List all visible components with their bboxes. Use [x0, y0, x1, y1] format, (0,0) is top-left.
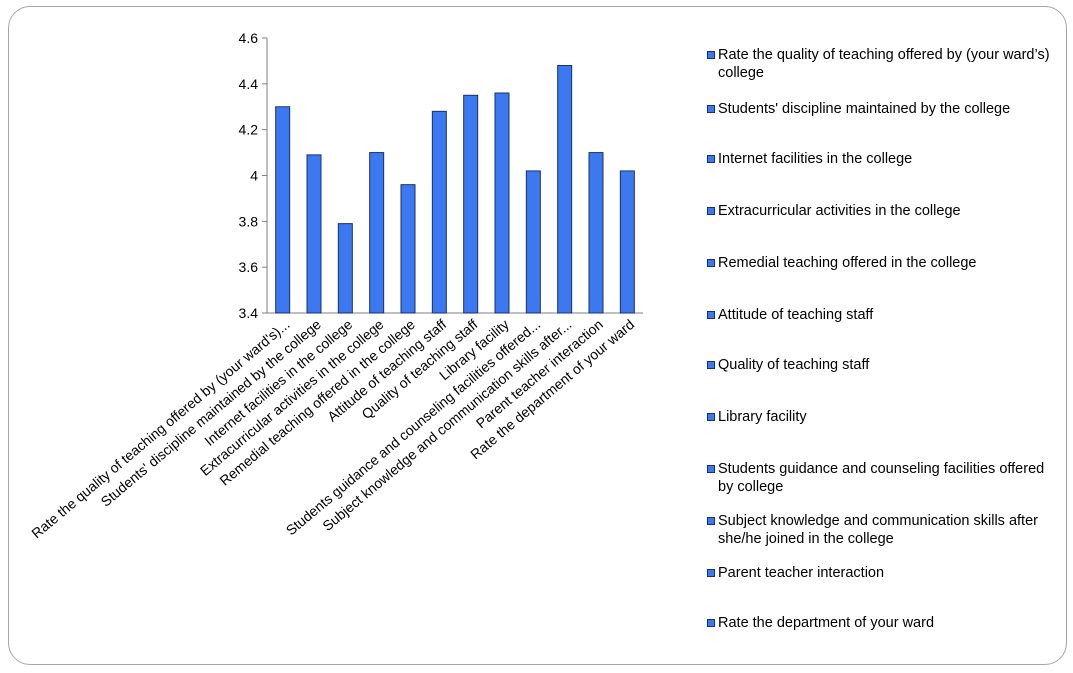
legend-swatch: [707, 619, 715, 627]
bar: [400, 184, 416, 314]
x-tick-labels: Rate the quality of teaching offered by …: [28, 316, 637, 542]
legend-label: Students' discipline maintained by the c…: [718, 101, 1011, 117]
y-tick-label: 4.6: [239, 30, 259, 46]
legend-swatch: [707, 465, 715, 473]
bar: [619, 170, 635, 314]
legend-item: Quality of teaching staff: [707, 356, 1057, 374]
legend-item: Attitude of teaching staff: [707, 306, 1057, 324]
legend-item: Library facility: [707, 408, 1057, 426]
legend-swatch: [707, 311, 715, 319]
legend-swatch: [707, 105, 715, 113]
y-tick-label: 4.4: [239, 76, 259, 92]
legend-item: Internet facilities in the college: [707, 150, 1057, 168]
legend-swatch: [707, 517, 715, 525]
bar: [557, 65, 573, 314]
legend-label: Library facility: [718, 409, 807, 425]
legend-swatch: [707, 207, 715, 215]
legend-label: Remedial teaching offered in the college: [718, 255, 977, 271]
legend-label: Extracurricular activities in the colleg…: [718, 203, 961, 219]
bar: [306, 154, 322, 314]
legend-item: Parent teacher interaction: [707, 564, 1057, 582]
x-tick-label: Students' discipline maintained by the c…: [98, 316, 325, 510]
legend-label: Internet facilities in the college: [718, 151, 913, 167]
legend-label: Attitude of teaching staff: [718, 307, 874, 323]
legend-label: Quality of teaching staff: [718, 357, 870, 373]
legend-swatch: [707, 569, 715, 577]
chart-axes: [266, 38, 643, 314]
bar: [431, 110, 447, 314]
legend-swatch: [707, 361, 715, 369]
legend-swatch: [707, 259, 715, 267]
legend-item: Rate the quality of teaching offered by …: [707, 46, 1057, 82]
legend-item: Subject knowledge and communication skil…: [707, 512, 1057, 548]
y-tick-label: 3.8: [239, 213, 259, 229]
y-tick-labels: 3.4 3.6 3.8 4 4.2 4.4 4.6: [239, 30, 267, 321]
bar: [275, 106, 291, 314]
legend-item: Rate the department of your ward: [707, 614, 1057, 632]
legend-swatch: [707, 155, 715, 163]
bar: [337, 223, 353, 314]
legend-item: Students guidance and counseling facilit…: [707, 460, 1057, 496]
y-tick-label: 4.2: [239, 122, 259, 138]
legend-label: Subject knowledge and communication skil…: [718, 513, 1038, 547]
legend-item: Students' discipline maintained by the c…: [707, 100, 1057, 118]
bar: [525, 170, 541, 314]
legend-swatch: [707, 413, 715, 421]
legend-label: Rate the quality of teaching offered by …: [718, 47, 1050, 81]
legend-label: Students guidance and counseling facilit…: [718, 461, 1045, 495]
bar: [369, 152, 385, 314]
legend-item: Remedial teaching offered in the college: [707, 254, 1057, 272]
legend-item: Extracurricular activities in the colleg…: [707, 202, 1057, 220]
legend-swatch: [707, 51, 715, 59]
y-tick-label: 3.4: [239, 305, 259, 321]
y-tick-label: 4: [250, 168, 258, 184]
bar: [588, 152, 604, 314]
chart-frame: [8, 6, 1067, 665]
bar: [494, 92, 510, 314]
bar: [463, 94, 479, 314]
chart-bars: [275, 65, 635, 314]
legend-label: Parent teacher interaction: [718, 565, 885, 581]
legend-label: Rate the department of your ward: [718, 615, 935, 631]
y-tick-label: 3.6: [239, 259, 259, 275]
